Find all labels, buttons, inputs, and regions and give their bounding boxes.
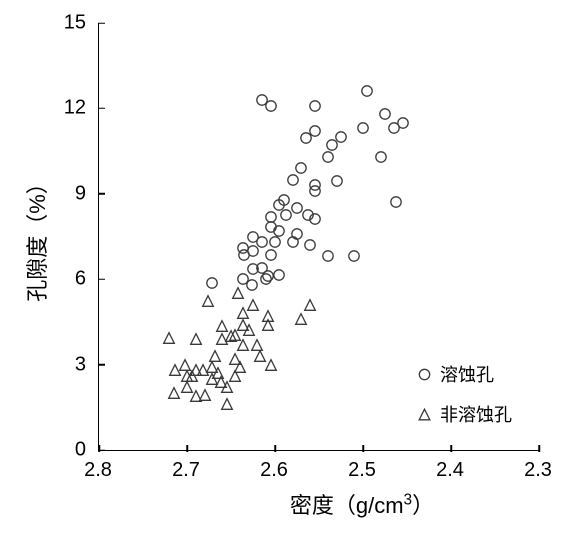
- xtick: [274, 445, 276, 452]
- data-point: [205, 277, 218, 290]
- data-point: [279, 209, 292, 222]
- data-point: [163, 331, 176, 344]
- xtick-label: 2.7: [172, 459, 200, 482]
- data-point: [396, 116, 409, 129]
- data-point: [264, 249, 277, 262]
- data-point: [167, 387, 180, 400]
- ytick: [98, 278, 105, 280]
- data-point: [304, 298, 317, 311]
- legend-label: 溶蚀孔: [440, 361, 494, 387]
- data-point: [286, 173, 299, 186]
- xtick: [186, 445, 188, 452]
- ytick: [98, 22, 105, 24]
- data-point: [237, 338, 250, 351]
- data-point: [189, 332, 202, 345]
- data-point: [299, 132, 312, 145]
- legend-label: 非溶蚀孔: [440, 401, 512, 427]
- data-point: [246, 278, 259, 291]
- xtick-label: 2.3: [524, 459, 552, 482]
- data-point: [374, 150, 387, 163]
- data-point: [205, 372, 218, 385]
- data-point: [232, 287, 245, 300]
- ytick-label: 6: [75, 268, 86, 291]
- data-point: [304, 239, 317, 252]
- xtick-label: 2.8: [84, 459, 112, 482]
- data-point: [357, 122, 370, 135]
- data-point: [168, 364, 181, 377]
- ytick: [98, 449, 105, 451]
- ytick-label: 12: [64, 97, 86, 120]
- ytick: [98, 364, 105, 366]
- data-point: [330, 175, 343, 188]
- data-point: [379, 108, 392, 121]
- data-point: [264, 99, 277, 112]
- circle-icon: [418, 368, 431, 381]
- data-point: [295, 313, 308, 326]
- xtick-label: 2.4: [436, 459, 464, 482]
- data-point: [348, 250, 361, 263]
- xtick-label: 2.6: [260, 459, 288, 482]
- data-point: [260, 273, 273, 286]
- ytick-label: 3: [75, 353, 86, 376]
- data-point: [238, 249, 251, 262]
- data-point: [254, 350, 267, 363]
- data-point: [202, 294, 215, 307]
- legend-item: 溶蚀孔: [418, 361, 494, 387]
- xtick: [538, 445, 540, 452]
- xtick-label: 2.5: [348, 459, 376, 482]
- data-point: [361, 85, 374, 98]
- data-point: [389, 196, 402, 209]
- data-point: [225, 330, 238, 343]
- y-axis-label: 孔隙度（%）: [20, 172, 52, 302]
- data-point: [286, 236, 299, 249]
- ytick-label: 9: [75, 182, 86, 205]
- data-point: [308, 213, 321, 226]
- scatter-chart: 2.8 2.7 2.6 2.5 2.4 2.3 0 3 6 9 12 15 孔隙度（%） 密度（g/cm3…: [0, 0, 570, 541]
- data-point: [229, 352, 242, 365]
- x-axis-label: 密度（g/cm3）: [290, 488, 434, 520]
- legend-item: 非溶蚀孔: [418, 401, 512, 427]
- data-point: [273, 268, 286, 281]
- data-point: [308, 99, 321, 112]
- data-point: [308, 184, 321, 197]
- ytick-label: 15: [64, 12, 86, 35]
- triangle-icon: [418, 408, 431, 421]
- xtick: [450, 445, 452, 452]
- data-point: [321, 150, 334, 163]
- ytick: [98, 108, 105, 110]
- data-point: [181, 381, 194, 394]
- data-point: [220, 398, 233, 411]
- data-point: [321, 250, 334, 263]
- data-point: [242, 324, 255, 337]
- data-point: [269, 236, 282, 249]
- data-point: [220, 381, 233, 394]
- ytick-label: 0: [75, 439, 86, 462]
- data-point: [261, 318, 274, 331]
- ytick: [98, 193, 105, 195]
- xtick: [362, 445, 364, 452]
